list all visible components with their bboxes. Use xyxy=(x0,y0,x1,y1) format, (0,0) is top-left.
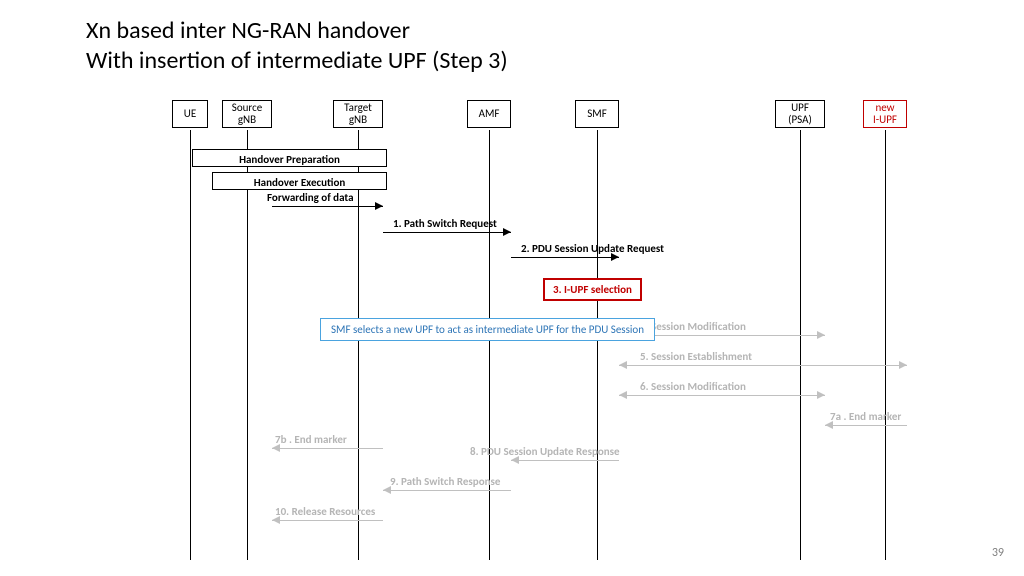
lifeline-upf xyxy=(800,130,801,560)
lifeline-ue xyxy=(190,130,191,560)
step-3-box: 3. I-UPF selection xyxy=(543,278,642,301)
lifeline-tgnb xyxy=(358,130,359,560)
actor-amf: AMF xyxy=(467,100,511,128)
lifeline-iupf xyxy=(885,130,886,560)
actor-ue: UE xyxy=(172,100,208,128)
message-label: 9. Path Switch Response xyxy=(390,475,500,488)
phase-handover-preparation: Handover Preparation xyxy=(192,149,387,167)
title-line-1: Xn based inter NG-RAN handover xyxy=(86,16,410,45)
message-label: 6. Session Modification xyxy=(640,380,746,393)
page-number: 39 xyxy=(992,546,1004,560)
message-label: 8. PDU Session Update Response xyxy=(470,445,620,458)
message-label: 5. Session Establishment xyxy=(640,350,752,363)
message-label: 2. PDU Session Update Request xyxy=(521,242,664,255)
actor-smf: SMF xyxy=(575,100,619,128)
actor-upf: UPF(PSA) xyxy=(775,100,825,128)
actor-iupf: newI-UPF xyxy=(863,100,907,128)
sequence-diagram: Xn based inter NG-RAN handover With inse… xyxy=(0,0,1024,576)
phase-handover-execution: Handover Execution xyxy=(212,172,387,190)
forwarding-of-data-label: Forwarding of data xyxy=(267,191,354,204)
message-label: 7b . End marker xyxy=(275,433,347,446)
actor-tgnb: TargetgNB xyxy=(333,100,383,128)
message-label: 10. Release Resources xyxy=(275,505,375,518)
lifeline-smf xyxy=(597,130,598,560)
actor-sgnb: SourcegNB xyxy=(222,100,272,128)
title-line-2: With insertion of intermediate UPF (Step… xyxy=(86,46,508,75)
annotation-box: SMF selects a new UPF to act as intermed… xyxy=(320,318,655,341)
message-label: 1. Path Switch Request xyxy=(393,217,497,230)
message-label: 7a . End marker xyxy=(830,410,901,423)
message-label: 4. Session Modification xyxy=(640,320,746,333)
lifeline-amf xyxy=(489,130,490,560)
lifeline-sgnb xyxy=(247,130,248,560)
